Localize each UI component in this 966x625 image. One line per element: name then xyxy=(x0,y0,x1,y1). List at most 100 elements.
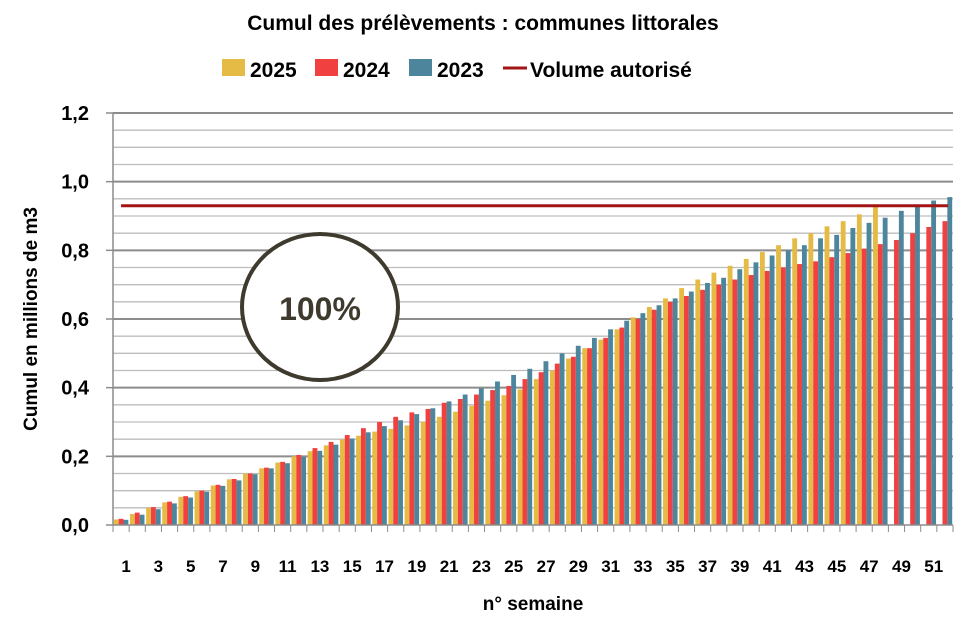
legend-label-2025: 2025 xyxy=(250,59,297,82)
x-tick-label: 49 xyxy=(892,557,911,576)
bar-2024-week-14 xyxy=(328,441,334,525)
x-tick-label: 13 xyxy=(310,557,329,576)
bar-2024-week-46 xyxy=(845,253,851,525)
bars xyxy=(113,197,953,526)
y-tick-label: 0,6 xyxy=(61,309,89,331)
bar-2025-week-7 xyxy=(210,485,216,525)
bar-2025-week-41 xyxy=(759,252,765,526)
bar-2025-week-17 xyxy=(372,431,378,525)
x-axis-ticks: 1 3 5 7 9 11 13 15 17 19 21 23 25 27 29 31 33 35 37 39 41 43 4… xyxy=(112,525,954,576)
x-tick-label: 5 xyxy=(186,557,195,576)
bar-2024-week-23 xyxy=(474,394,479,525)
bar-2024-week-44 xyxy=(813,261,819,525)
bar-2025-week-26 xyxy=(517,389,523,525)
bar-2023-week-39 xyxy=(737,269,743,525)
bar-2024-week-22 xyxy=(457,398,463,525)
bar-2025-week-31 xyxy=(598,339,604,525)
bar-2024-week-6 xyxy=(199,490,205,525)
bar-2024-week-45 xyxy=(829,257,835,525)
bar-2023-week-1 xyxy=(123,519,129,525)
bar-2024-week-7 xyxy=(215,484,221,525)
bar-2023-week-44 xyxy=(818,238,823,526)
bar-2025-week-32 xyxy=(614,329,620,525)
legend-swatch-2025 xyxy=(222,59,245,76)
bar-2025-week-39 xyxy=(727,265,733,525)
bar-2024-week-31 xyxy=(603,337,609,525)
x-tick-label: 25 xyxy=(504,557,523,576)
bar-2025-week-46 xyxy=(840,221,846,525)
x-tick-label: 27 xyxy=(537,557,556,576)
bar-2024-week-18 xyxy=(393,416,399,525)
bar-2023-week-2 xyxy=(139,514,145,525)
bar-2024-week-35 xyxy=(667,301,673,525)
bar-2023-week-6 xyxy=(204,491,210,525)
x-tick-label: 7 xyxy=(218,557,227,576)
bar-2023-week-28 xyxy=(559,353,565,525)
bar-2025-week-1 xyxy=(113,519,119,525)
bar-2025-week-42 xyxy=(776,245,781,525)
bar-2024-week-36 xyxy=(684,295,689,525)
bar-2023-week-14 xyxy=(333,444,339,525)
bar-2023-week-41 xyxy=(769,255,775,525)
x-tick-label: 45 xyxy=(827,557,846,576)
bar-2024-week-34 xyxy=(651,309,657,525)
bar-2024-week-41 xyxy=(764,270,770,525)
x-tick-label: 17 xyxy=(375,557,394,576)
bar-2023-week-38 xyxy=(721,277,727,525)
bar-2023-week-33 xyxy=(640,313,646,525)
bar-2024-week-10 xyxy=(264,467,269,525)
bar-2023-week-40 xyxy=(753,262,759,525)
bar-2025-week-15 xyxy=(339,439,345,525)
bar-2024-week-15 xyxy=(344,435,350,525)
bar-2024-week-30 xyxy=(587,348,592,525)
annotation-ellipse xyxy=(240,232,400,382)
bar-2023-week-17 xyxy=(381,426,387,525)
bar-2025-week-45 xyxy=(824,226,830,526)
x-tick-label: 1 xyxy=(121,557,130,576)
bar-2023-week-10 xyxy=(268,468,274,525)
y-tick-label: 0,8 xyxy=(61,240,89,262)
bar-2025-week-48 xyxy=(873,205,878,525)
bar-2025-week-35 xyxy=(663,298,668,525)
bar-2025-week-20 xyxy=(420,422,426,525)
bar-2023-week-9 xyxy=(252,474,258,525)
bar-2023-week-20 xyxy=(430,408,436,525)
bar-2025-week-6 xyxy=(194,491,200,525)
bar-2024-week-17 xyxy=(377,422,382,525)
bar-2024-week-19 xyxy=(409,412,415,525)
bar-2025-week-11 xyxy=(275,462,281,525)
bar-2024-week-16 xyxy=(360,428,366,525)
bar-2023-week-18 xyxy=(398,420,403,525)
bar-2025-week-10 xyxy=(259,468,265,525)
bar-2023-week-31 xyxy=(608,329,613,525)
bar-2025-week-38 xyxy=(711,272,717,525)
bar-2025-week-4 xyxy=(162,502,168,525)
legend-swatch-2023 xyxy=(409,59,432,76)
bar-2023-week-21 xyxy=(446,401,452,525)
bar-2023-week-25 xyxy=(511,374,517,525)
legend-label-2023: 2023 xyxy=(437,59,484,82)
legend-label-2024: 2024 xyxy=(343,59,390,82)
bar-2023-week-37 xyxy=(705,282,710,525)
x-tick-label: 37 xyxy=(698,557,717,576)
bar-2023-week-48 xyxy=(882,217,888,525)
bar-2025-week-9 xyxy=(243,473,248,525)
bar-2023-week-23 xyxy=(478,388,484,525)
bar-2023-week-45 xyxy=(834,234,840,525)
bar-2024-week-39 xyxy=(732,279,738,525)
bar-2023-week-29 xyxy=(575,345,581,525)
bar-2023-week-7 xyxy=(220,485,226,525)
bar-2025-week-5 xyxy=(178,496,184,525)
bar-2023-week-4 xyxy=(171,503,177,525)
x-axis-label: n° semaine xyxy=(483,594,584,615)
bar-2025-week-24 xyxy=(485,400,491,525)
bar-2023-week-5 xyxy=(188,497,193,525)
bar-2024-week-42 xyxy=(780,267,786,525)
bar-2024-week-12 xyxy=(296,454,302,525)
bar-2025-week-36 xyxy=(679,288,685,525)
legend-label-volume: Volume autorisé xyxy=(530,59,692,82)
bar-2023-week-42 xyxy=(785,250,791,526)
bar-2025-week-22 xyxy=(453,411,458,525)
bar-2023-week-46 xyxy=(850,228,856,525)
